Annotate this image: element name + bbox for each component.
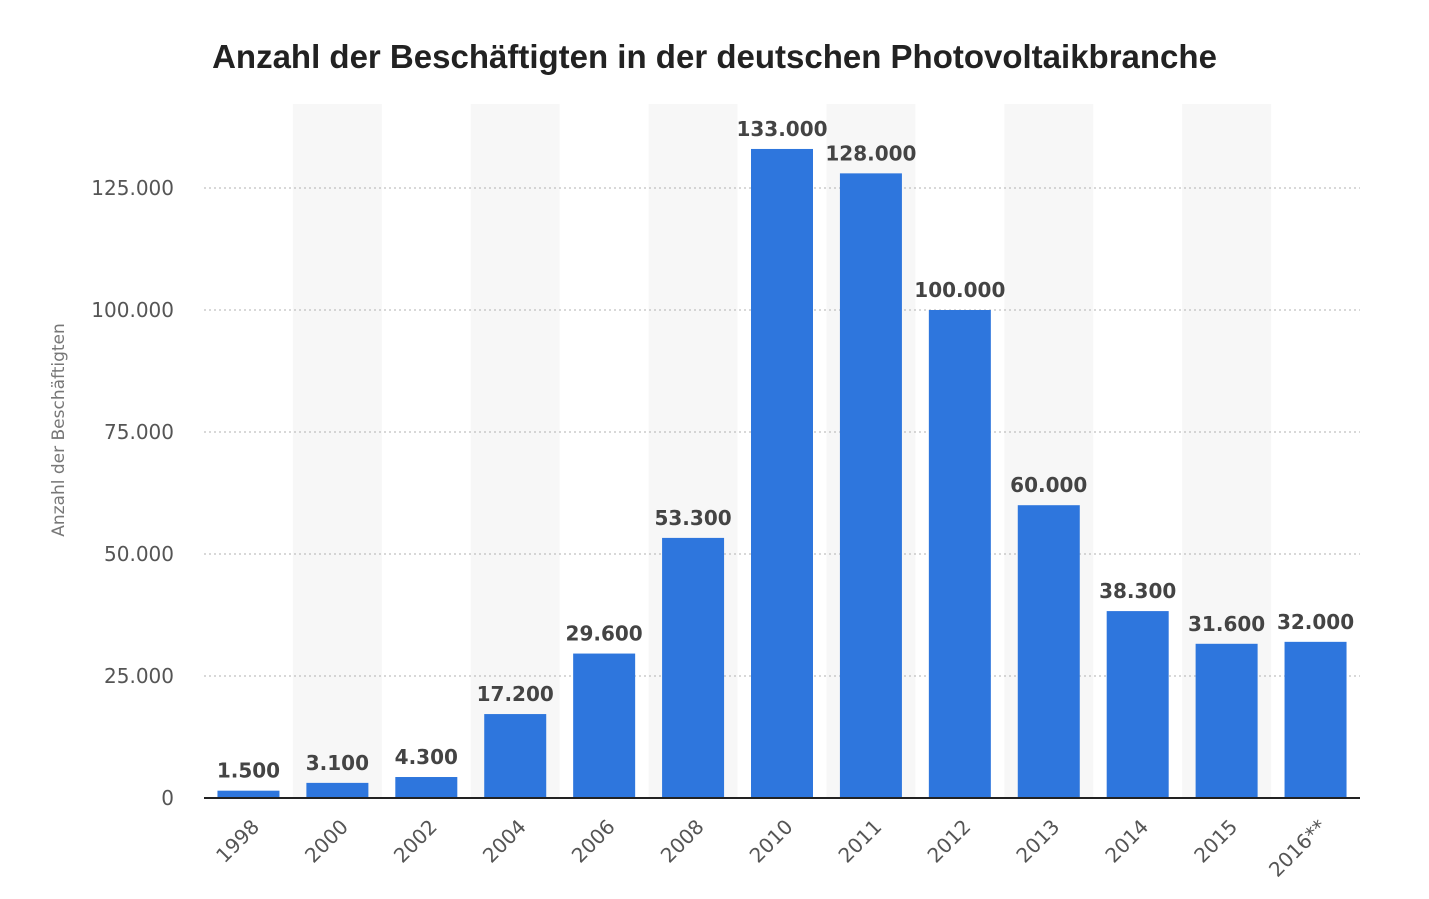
bar (662, 537, 725, 798)
x-tick-label: 2002 (389, 815, 442, 868)
bar (573, 653, 636, 798)
data-label: 17.200 (477, 682, 554, 706)
data-label: 3.100 (306, 751, 369, 775)
data-label: 60.000 (1010, 473, 1087, 497)
y-tick-label: 75.000 (104, 420, 174, 444)
bars (217, 148, 1347, 799)
y-axis-label: Anzahl der Beschäftigten (49, 323, 69, 537)
data-label: 100.000 (914, 278, 1005, 302)
data-label: 29.600 (566, 622, 643, 646)
y-tick-label: 125.000 (91, 176, 174, 200)
y-tick-label: 50.000 (104, 542, 174, 566)
chart-title: Anzahl der Beschäftigten in der deutsche… (212, 38, 1217, 75)
x-tick-label: 2010 (745, 815, 798, 868)
x-tick-label: 2015 (1189, 815, 1242, 868)
x-tick-label: 1998 (211, 815, 264, 868)
y-tick-label: 0 (161, 786, 174, 810)
x-axis-ticks: 1998 2000 2002 2004 2006 2008 2010 2011 2012 2013… (211, 815, 1331, 882)
data-label: 31.600 (1188, 612, 1265, 636)
bar (217, 790, 280, 798)
y-tick-label: 100.000 (91, 298, 174, 322)
bar (1195, 643, 1258, 798)
data-label: 4.300 (395, 745, 458, 769)
bar (306, 782, 369, 798)
bar (395, 777, 458, 798)
y-tick-label: 25.000 (104, 664, 174, 688)
x-tick-label: 2000 (300, 815, 353, 868)
data-label: 128.000 (825, 141, 916, 165)
data-label: 133.000 (736, 117, 827, 141)
x-tick-label: 2014 (1100, 815, 1153, 868)
data-label: 38.300 (1099, 579, 1176, 603)
x-tick-label: 2012 (922, 815, 975, 868)
data-label: 1.500 (217, 759, 280, 783)
x-tick-label: 2016** (1264, 815, 1331, 882)
data-labels: 1.500 3.100 4.300 17.200 29.600 53.300 133.000… (217, 117, 1354, 783)
background-band (470, 104, 560, 798)
y-axis-ticks: 0 25.000 50.000 75.000 100.000 125.000 (91, 176, 174, 810)
data-label: 53.300 (654, 506, 731, 530)
bar (751, 148, 813, 798)
bar (484, 714, 547, 798)
x-tick-label: 2011 (833, 815, 886, 868)
bar (1017, 505, 1080, 798)
bar (839, 173, 902, 799)
x-tick-label: 2013 (1011, 815, 1064, 868)
x-tick-label: 2008 (656, 815, 709, 868)
x-tick-label: 2006 (567, 815, 620, 868)
bar (1106, 611, 1169, 798)
bar (928, 310, 991, 798)
bar (1284, 641, 1347, 798)
background-band (292, 104, 382, 798)
x-tick-label: 2004 (478, 815, 531, 868)
data-label: 32.000 (1277, 610, 1354, 634)
